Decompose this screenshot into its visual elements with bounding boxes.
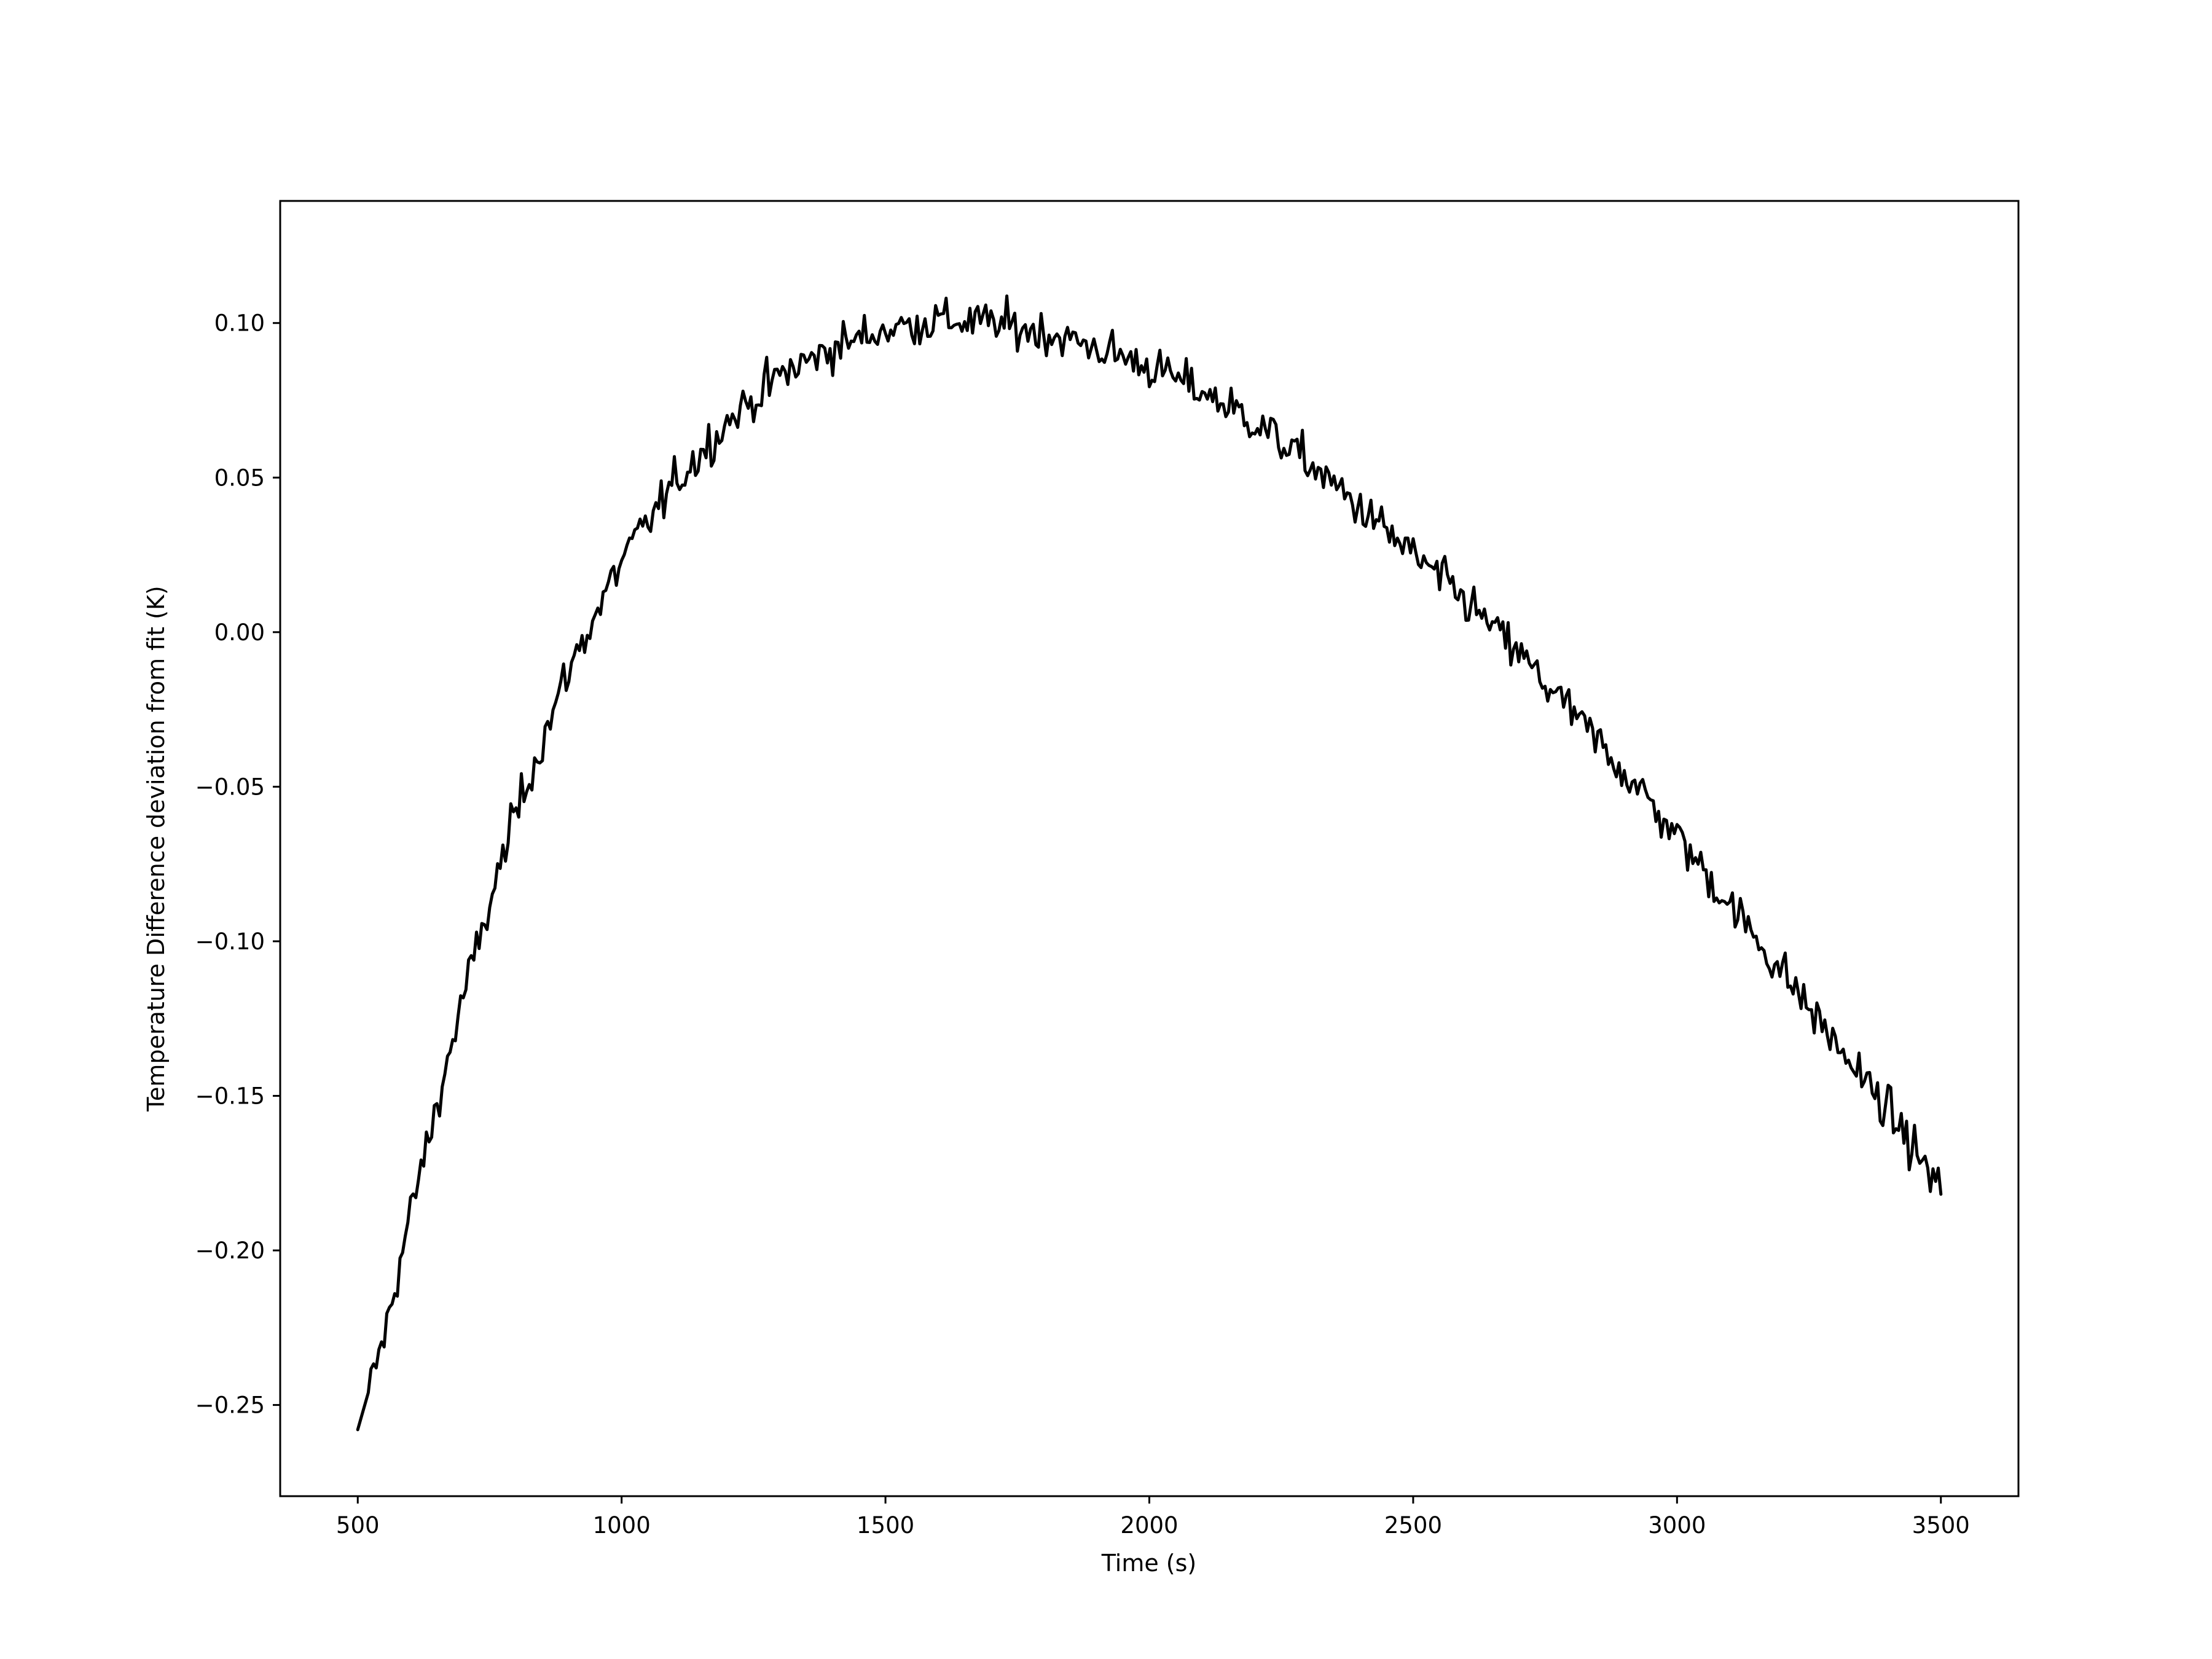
y-tick-label: 0.10 bbox=[214, 310, 265, 337]
x-tick-label: 3000 bbox=[1648, 1512, 1706, 1539]
x-tick-label: 3500 bbox=[1912, 1512, 1970, 1539]
y-axis-label: Temperature Difference deviation from fi… bbox=[143, 586, 170, 1112]
x-tick-label: 2000 bbox=[1120, 1512, 1178, 1539]
x-tick-label: 1000 bbox=[593, 1512, 651, 1539]
y-tick-label: 0.00 bbox=[214, 619, 265, 646]
y-tick-label: 0.05 bbox=[214, 465, 265, 491]
series-line bbox=[356, 294, 1943, 1432]
y-tick-label: −0.10 bbox=[195, 928, 265, 955]
y-tick-label: −0.25 bbox=[195, 1392, 265, 1419]
x-tick-label: 2500 bbox=[1384, 1512, 1442, 1539]
x-axis-label: Time (s) bbox=[1101, 1550, 1197, 1577]
y-tick-label: −0.05 bbox=[195, 774, 265, 800]
x-axis-ticks: 500 1000 1500 2000 2500 3000 3500 bbox=[336, 1496, 1970, 1539]
y-axis-ticks: −0.25 −0.20 −0.15 −0.10 −0.05 0.00 0.05 0.10 bbox=[195, 310, 280, 1419]
y-tick-label: −0.15 bbox=[195, 1083, 265, 1109]
y-tick-label: −0.20 bbox=[195, 1237, 265, 1264]
x-tick-label: 1500 bbox=[857, 1512, 914, 1539]
x-tick-label: 500 bbox=[336, 1512, 380, 1539]
